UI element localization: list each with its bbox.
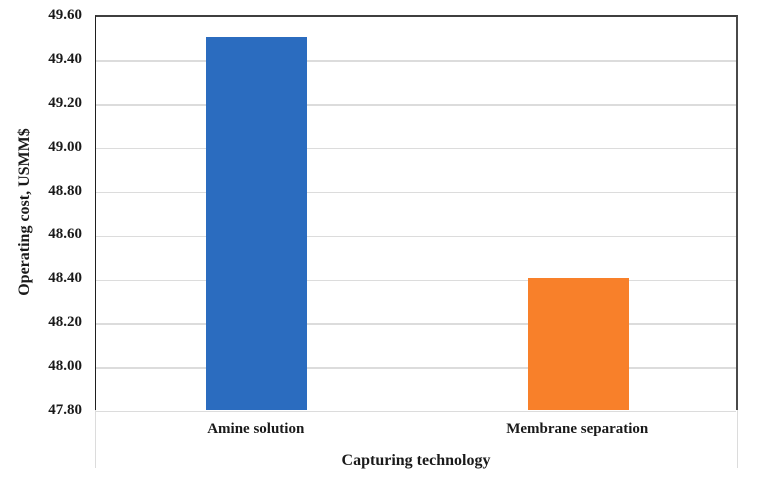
category-label-membrane-separation: Membrane separation <box>506 421 649 437</box>
y-tick-label: 48.40 <box>48 270 82 287</box>
y-tick-label: 49.60 <box>48 7 82 23</box>
y-tick-label: 47.80 <box>48 402 82 418</box>
gridline <box>96 410 736 412</box>
bar-amine-solution <box>206 36 308 410</box>
gridline <box>96 147 736 150</box>
plot-area <box>95 15 738 412</box>
y-tick-label: 49.20 <box>48 94 82 111</box>
gridline <box>96 323 736 325</box>
gridline <box>96 279 736 282</box>
gridline <box>96 191 736 194</box>
x-axis-title: Capturing technology <box>341 452 491 469</box>
category-label-amine-solution: Amine solution <box>207 421 305 437</box>
bar-membrane-separation <box>527 278 629 410</box>
y-tick-label: 49.40 <box>48 50 82 67</box>
gridline <box>96 235 736 238</box>
y-tick-label: 48.00 <box>48 358 82 375</box>
gridline <box>96 367 736 369</box>
gridline <box>96 104 736 106</box>
y-tick-label: 48.80 <box>48 182 82 199</box>
left-axis-extension-line <box>94 410 96 468</box>
gridline <box>96 60 736 62</box>
y-tick-label: 49.00 <box>48 138 82 155</box>
right-axis-extension-line <box>736 410 738 468</box>
y-tick-label: 48.60 <box>48 226 82 243</box>
y-tick-label: 48.20 <box>48 314 82 331</box>
